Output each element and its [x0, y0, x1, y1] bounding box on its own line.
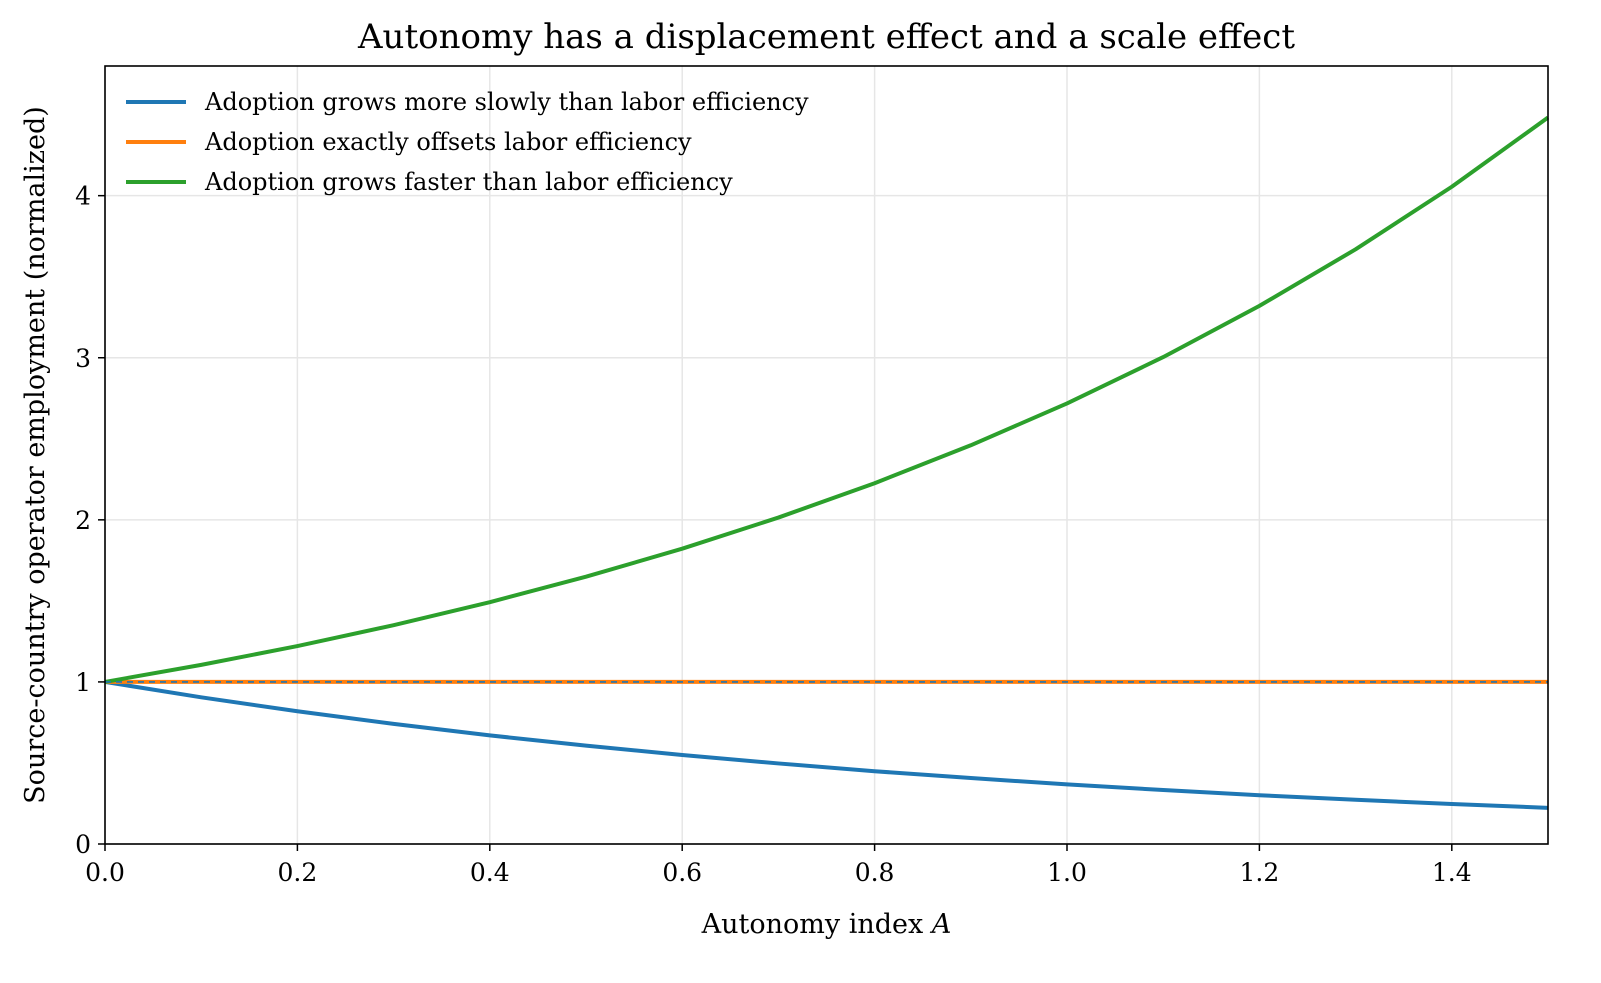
- x-tick-label: 0.0: [85, 858, 125, 887]
- x-axis-ticks: 0.0 0.2 0.4 0.6 0.8 1.0 1.2 1.4: [85, 844, 1472, 887]
- y-tick-label: 2: [75, 506, 91, 535]
- x-tick-label: 0.4: [470, 858, 510, 887]
- x-tick-label: 1.0: [1047, 858, 1087, 887]
- series-lines: [104, 115, 1550, 810]
- legend-label-offsets: Adoption exactly offsets labor efficienc…: [204, 128, 692, 156]
- y-tick-label: 1: [75, 668, 91, 697]
- y-axis-label: Source-country operator employment (norm…: [20, 106, 51, 804]
- plot-frame: [104, 65, 1549, 845]
- legend: Adoption grows more slowly than labor ef…: [126, 88, 809, 196]
- x-axis-label-text: Autonomy index: [701, 909, 924, 940]
- x-axis-label: Autonomy index A: [701, 909, 952, 940]
- y-axis-ticks: 0 1 2 3 4: [75, 182, 105, 859]
- legend-label-slower: Adoption grows more slowly than labor ef…: [204, 88, 809, 116]
- y-tick-label: 3: [75, 344, 91, 373]
- chart-title: Autonomy has a displacement effect and a…: [357, 17, 1295, 57]
- x-axis-label-variable: A: [929, 909, 952, 940]
- series-line-faster: [104, 115, 1550, 684]
- x-tick-label: 1.2: [1240, 858, 1280, 887]
- x-tick-label: 0.8: [855, 858, 895, 887]
- x-tick-label: 0.6: [662, 858, 702, 887]
- y-tick-label: 4: [75, 182, 91, 211]
- x-tick-label: 1.4: [1432, 858, 1472, 887]
- series-line-slower: [104, 679, 1549, 810]
- x-tick-label: 0.2: [278, 858, 318, 887]
- legend-label-faster: Adoption grows faster than labor efficie…: [204, 168, 733, 196]
- y-tick-label: 0: [75, 830, 91, 859]
